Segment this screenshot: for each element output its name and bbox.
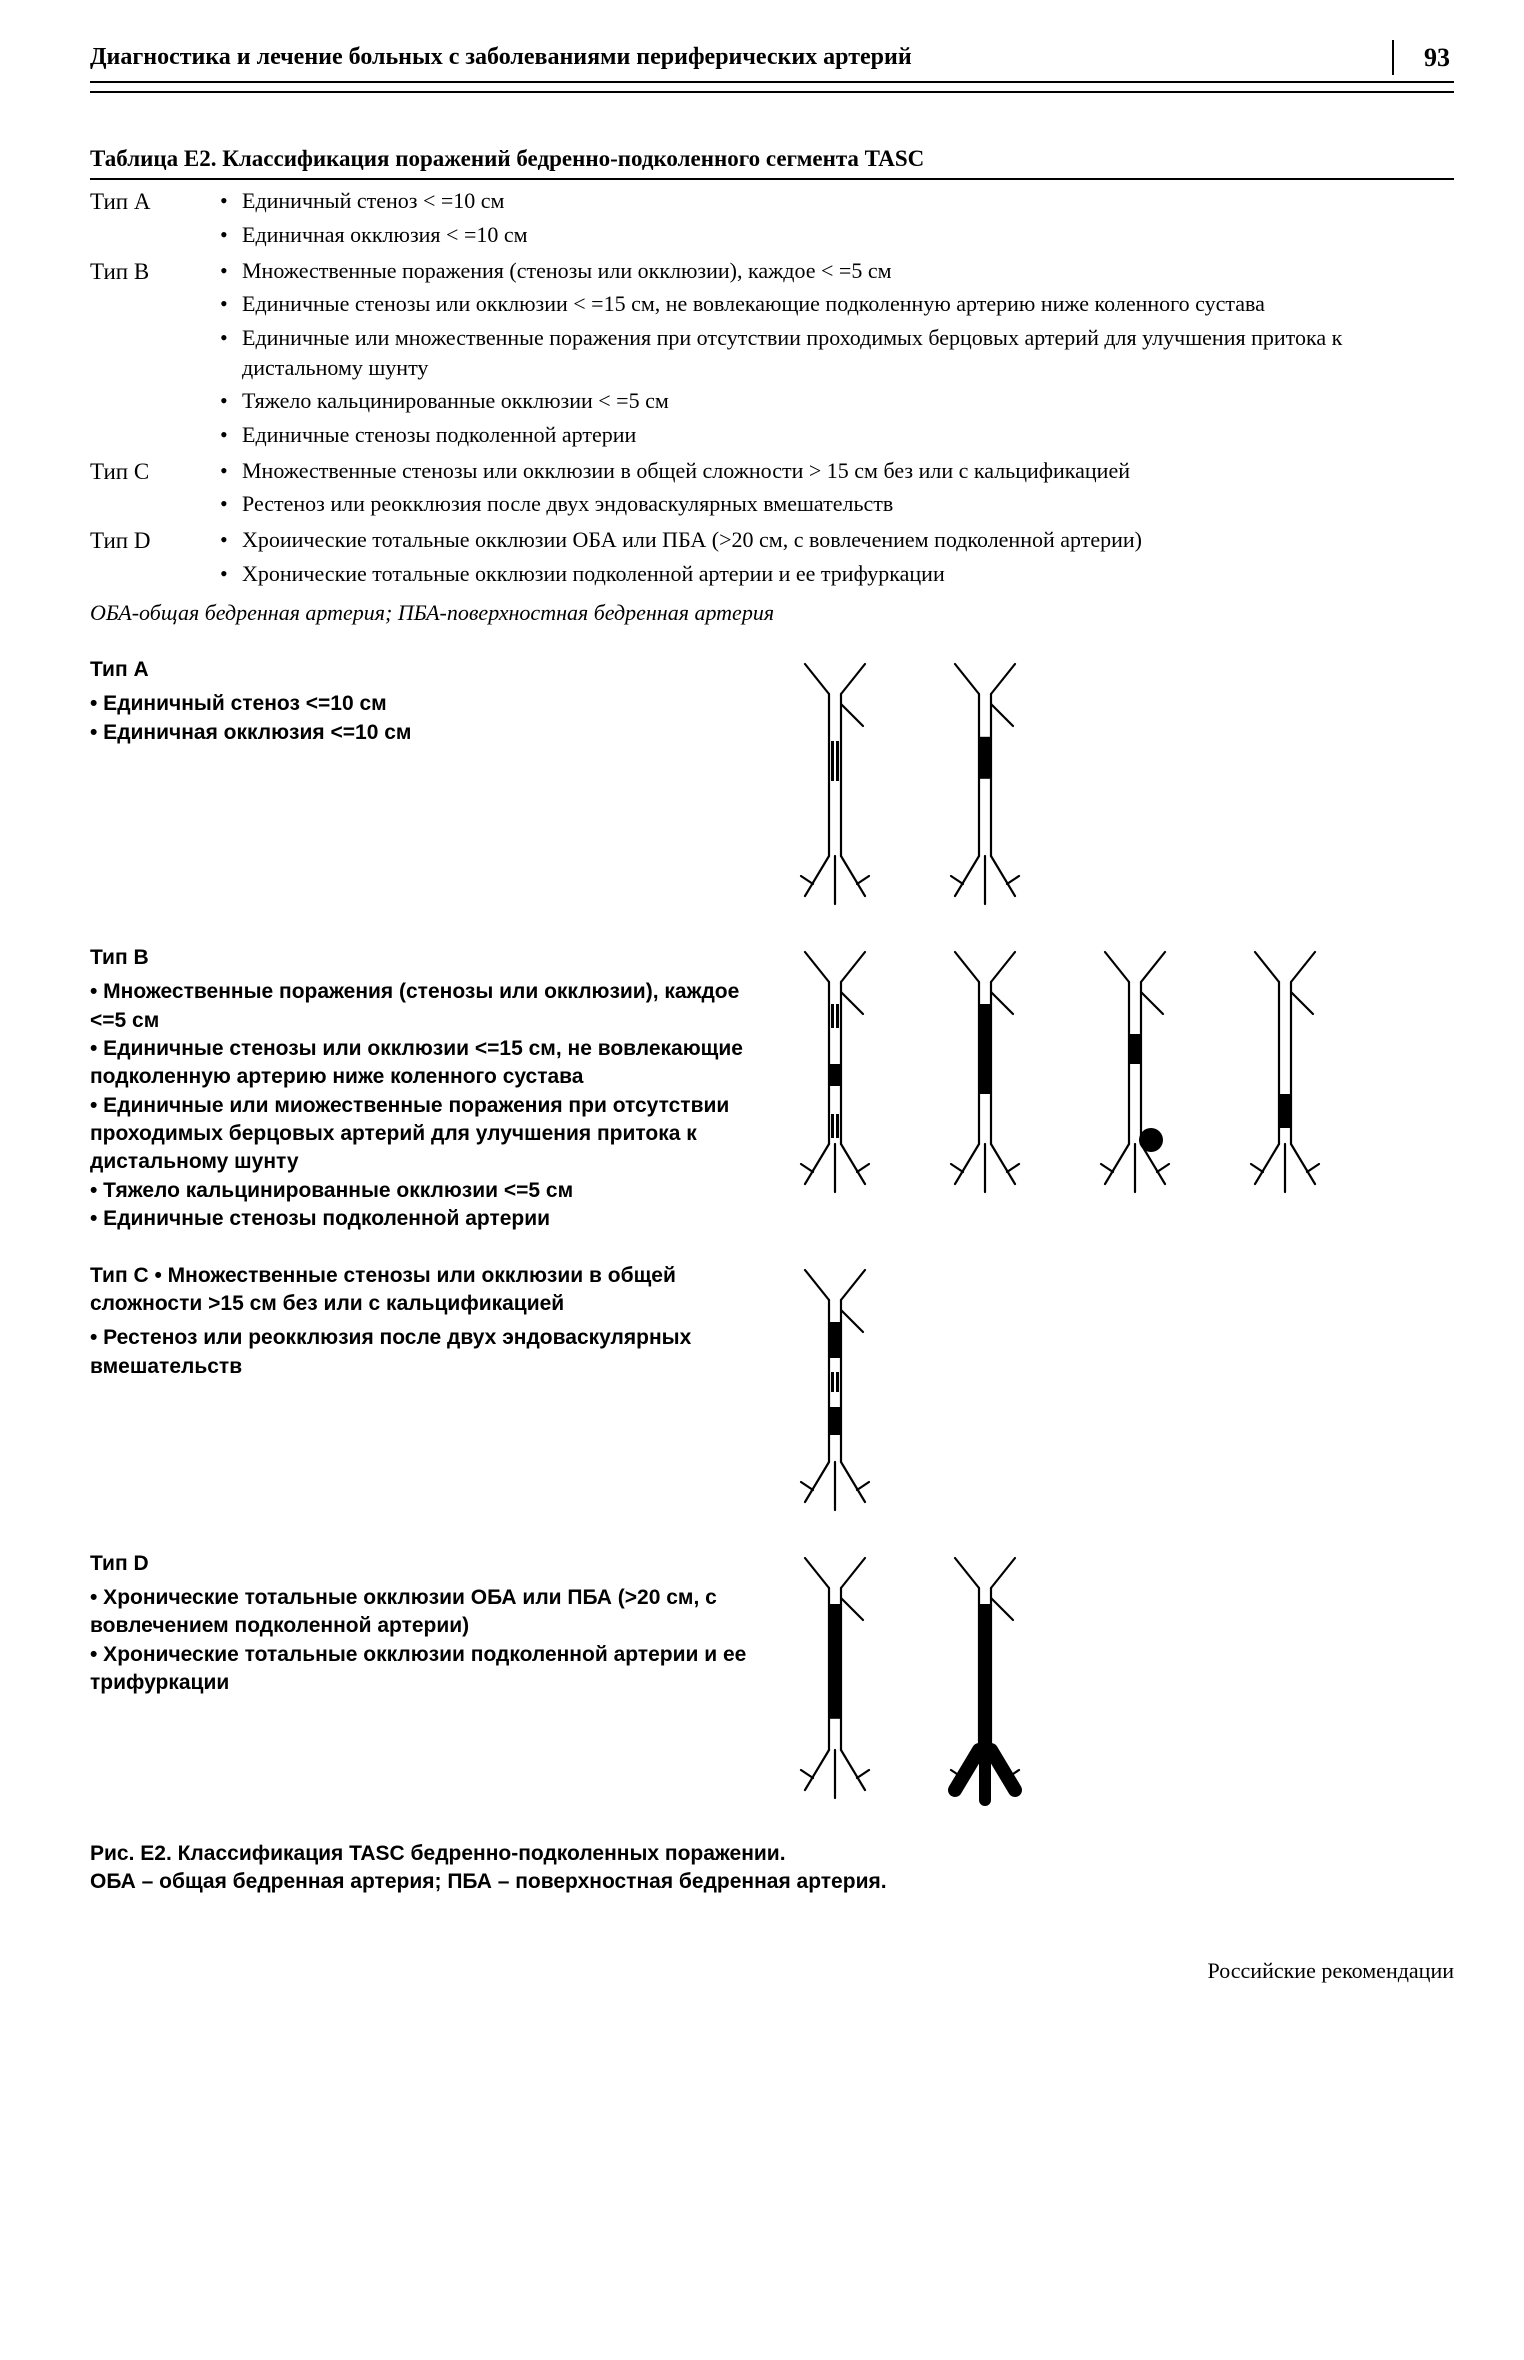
figure-bullet: • Единичный стеноз <=10 см xyxy=(90,690,750,718)
bullet-text: Единичная окклюзия < =10 см xyxy=(242,220,528,250)
figure-bullet: • Единичные или миожественные поражения … xyxy=(90,1092,750,1177)
figure-section: Тип С • Множественные стенозы или окклюз… xyxy=(90,1262,1454,1522)
bullet-dot-icon: • xyxy=(220,256,242,286)
type-content: •Единичный стеноз < =10 см•Единичная окк… xyxy=(220,186,1454,253)
figure-type-title: Тип D xyxy=(90,1550,750,1578)
bullet-dot-icon: • xyxy=(220,489,242,519)
page-number: 93 xyxy=(1392,40,1454,75)
artery-diagram-icon xyxy=(920,656,1050,916)
figure-bullet: • Единичная окклюзия <=10 см xyxy=(90,719,750,747)
type-content: •Хроиические тотальные окклюзии ОБА или … xyxy=(220,525,1454,592)
table-footnote: ОБА-общая бедренная артерия; ПБА-поверхн… xyxy=(90,598,1454,628)
bullet-line: •Хронические тотальные окклюзии подколен… xyxy=(220,559,1454,589)
artery-diagram-icon xyxy=(770,944,900,1204)
table-caption: Таблица Е2. Классификация поражений бедр… xyxy=(90,143,1454,180)
figure-diagram-group xyxy=(770,1550,1454,1810)
figure-bullet: • Тяжело кальцинированные окклюзии <=5 с… xyxy=(90,1177,750,1205)
bullet-line: •Тяжело кальцинированные окклюзии < =5 с… xyxy=(220,386,1454,416)
table-row: Тип А•Единичный стеноз < =10 см•Единична… xyxy=(90,186,1454,253)
bullet-line: •Рестеноз или реокклюзия после двух эндо… xyxy=(220,489,1454,519)
type-content: •Множественные поражения (стенозы или ок… xyxy=(220,256,1454,454)
bullet-dot-icon: • xyxy=(220,289,242,319)
header-rule xyxy=(90,91,1454,93)
bullet-dot-icon: • xyxy=(220,420,242,450)
figure-type-title: Тип А xyxy=(90,656,750,684)
bullet-line: •Единичные или множественные поражения п… xyxy=(220,323,1454,382)
classification-table: Тип А•Единичный стеноз < =10 см•Единична… xyxy=(90,186,1454,592)
artery-diagram-icon xyxy=(770,656,900,916)
figure-diagram-group xyxy=(770,1262,1454,1522)
bullet-text: Хроиические тотальные окклюзии ОБА или П… xyxy=(242,525,1142,555)
figure-section: Тип В • Множественные поражения (стенозы… xyxy=(90,944,1454,1233)
bullet-dot-icon: • xyxy=(220,386,242,416)
artery-diagram-icon xyxy=(920,944,1050,1204)
bullet-line: •Единичные стенозы или окклюзии < =15 см… xyxy=(220,289,1454,319)
figure-section: Тип D • Хронические тотальные окклюзии О… xyxy=(90,1550,1454,1810)
chapter-title: Диагностика и лечение больных с заболева… xyxy=(90,41,912,73)
bullet-line: •Единичная окклюзия < =10 см xyxy=(220,220,1454,250)
artery-diagram-icon xyxy=(920,1550,1050,1810)
bullet-text: Тяжело кальцинированные окклюзии < =5 см xyxy=(242,386,669,416)
bullet-text: Множественные поражения (стенозы или окк… xyxy=(242,256,892,286)
page-header: Диагностика и лечение больных с заболева… xyxy=(90,40,1454,83)
type-label: Тип С xyxy=(90,456,220,487)
artery-diagram-icon xyxy=(1220,944,1350,1204)
figure-section: Тип А • Единичный стеноз <=10 см • Едини… xyxy=(90,656,1454,916)
table-row: Тип В•Множественные поражения (стенозы и… xyxy=(90,256,1454,454)
figure-text-block: Тип А • Единичный стеноз <=10 см • Едини… xyxy=(90,656,750,747)
bullet-text: Рестеноз или реокклюзия после двух эндов… xyxy=(242,489,893,519)
bullet-line: •Единичный стеноз < =10 см xyxy=(220,186,1454,216)
type-label: Тип D xyxy=(90,525,220,556)
figure-bullet: • Единичные стенозы подколенной артерии xyxy=(90,1205,750,1233)
bullet-dot-icon: • xyxy=(220,220,242,250)
bullet-dot-icon: • xyxy=(220,456,242,486)
artery-diagram-icon xyxy=(770,1550,900,1810)
figure-text-block: Тип С • Множественные стенозы или окклюз… xyxy=(90,1262,750,1381)
figure-bullet: • Хронические тотальные окклюзии ОБА или… xyxy=(90,1584,750,1641)
figure-bullet: • Множественные поражения (стенозы или о… xyxy=(90,978,750,1035)
bullet-dot-icon: • xyxy=(220,559,242,589)
type-content: •Множественные стенозы или окклюзии в об… xyxy=(220,456,1454,523)
bullet-text: Единичные стенозы или окклюзии < =15 см,… xyxy=(242,289,1265,319)
figure-type-title: Тип С • Множественные стенозы или окклюз… xyxy=(90,1262,750,1319)
figure-diagram-group xyxy=(770,944,1454,1204)
figure-caption-line2: ОБА – общая бедренная артерия; ПБА – пов… xyxy=(90,1868,1454,1896)
type-label: Тип А xyxy=(90,186,220,217)
bullet-dot-icon: • xyxy=(220,525,242,555)
bullet-text: Единичный стеноз < =10 см xyxy=(242,186,504,216)
artery-diagram-icon xyxy=(770,1262,900,1522)
bullet-text: Хронические тотальные окклюзии подколенн… xyxy=(242,559,945,589)
figure-diagram-group xyxy=(770,656,1454,916)
figure-bullet: • Хронические тотальные окклюзии подколе… xyxy=(90,1641,750,1698)
figure-caption: Рис. Е2. Классификация TASC бедренно-под… xyxy=(90,1840,1454,1897)
bullet-line: •Единичные стенозы подколенной артерии xyxy=(220,420,1454,450)
figure-text-block: Тип В • Множественные поражения (стенозы… xyxy=(90,944,750,1233)
bullet-text: Множественные стенозы или окклюзии в общ… xyxy=(242,456,1130,486)
bullet-text: Единичные или множественные поражения пр… xyxy=(242,323,1454,382)
table-row: Тип С•Множественные стенозы или окклюзии… xyxy=(90,456,1454,523)
figure-area: Тип А • Единичный стеноз <=10 см • Едини… xyxy=(90,656,1454,1809)
type-label: Тип В xyxy=(90,256,220,287)
artery-diagram-icon xyxy=(1070,944,1200,1204)
figure-caption-line1: Рис. Е2. Классификация TASC бедренно-под… xyxy=(90,1840,1454,1868)
figure-bullet: • Единичные стенозы или окклюзии <=15 см… xyxy=(90,1035,750,1092)
table-row: Тип D•Хроиические тотальные окклюзии ОБА… xyxy=(90,525,1454,592)
figure-bullet: • Рестеноз или реокклюзия после двух энд… xyxy=(90,1324,750,1381)
figure-text-block: Тип D • Хронические тотальные окклюзии О… xyxy=(90,1550,750,1698)
bullet-line: •Множественные поражения (стенозы или ок… xyxy=(220,256,1454,286)
bullet-dot-icon: • xyxy=(220,186,242,216)
bullet-line: •Хроиические тотальные окклюзии ОБА или … xyxy=(220,525,1454,555)
bullet-line: •Множественные стенозы или окклюзии в об… xyxy=(220,456,1454,486)
bullet-text: Единичные стенозы подколенной артерии xyxy=(242,420,636,450)
footer-text: Российские рекомендации xyxy=(90,1956,1454,1986)
figure-type-title: Тип В xyxy=(90,944,750,972)
bullet-dot-icon: • xyxy=(220,323,242,353)
